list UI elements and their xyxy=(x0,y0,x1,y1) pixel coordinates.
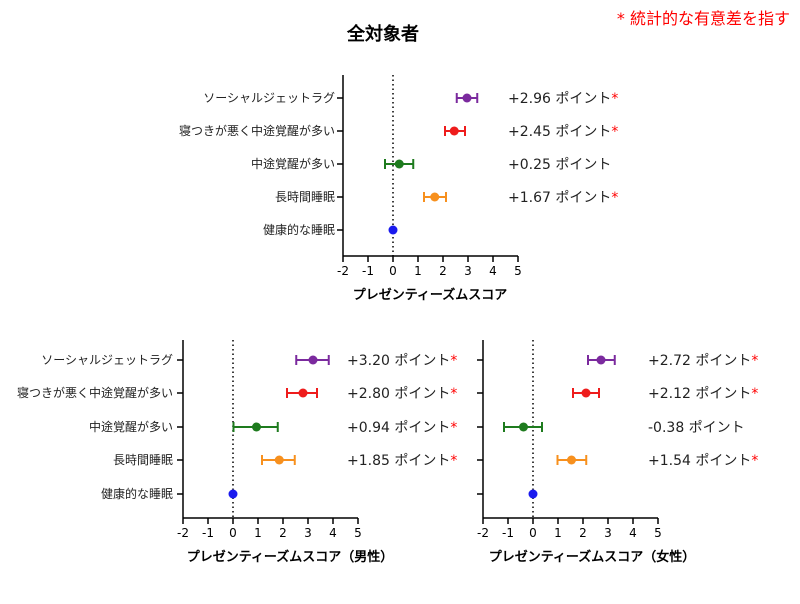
significance-asterisk: * xyxy=(751,353,758,369)
value-text: +0.94 ポイント xyxy=(347,420,450,436)
point-estimate xyxy=(228,489,238,499)
x-tick-label: 5 xyxy=(354,526,362,540)
x-tick-label: -1 xyxy=(362,264,374,278)
value-text: +1.67 ポイント xyxy=(508,190,611,206)
value-label: -0.38 ポイント xyxy=(648,420,745,436)
value-label: +1.67 ポイント* xyxy=(508,190,618,206)
value-label: +2.72 ポイント* xyxy=(648,353,758,369)
x-tick-label: -2 xyxy=(177,526,189,540)
point-estimate xyxy=(528,489,538,499)
category-label: ソーシャルジェットラグ xyxy=(41,353,173,367)
significance-asterisk: * xyxy=(450,353,457,369)
x-tick-label: 5 xyxy=(654,526,662,540)
chart-title: 全対象者 xyxy=(346,23,419,45)
significance-asterisk: * xyxy=(450,386,457,402)
x-tick-label: 0 xyxy=(529,526,537,540)
value-label: +2.96 ポイント* xyxy=(508,91,618,107)
significance-asterisk: * xyxy=(751,453,758,469)
point-estimate xyxy=(252,422,261,432)
value-text: +2.96 ポイント xyxy=(508,91,611,107)
value-label: +0.94 ポイント* xyxy=(347,420,457,436)
category-label: 中途覚醒が多い xyxy=(89,419,173,434)
x-tick-label: 0 xyxy=(389,264,397,278)
x-tick-label: 2 xyxy=(579,526,587,540)
point-estimate xyxy=(581,388,591,398)
forest-chart-2: -2 -1 0 1 2 3 4 5 プレゼンティーズムスコア（男性） ソーシャルジェットラグ +3.… xyxy=(17,340,457,565)
point-estimate xyxy=(298,388,308,398)
value-text: +3.20 ポイント xyxy=(347,353,450,369)
significance-asterisk: * xyxy=(450,453,457,469)
x-tick-label: 0 xyxy=(229,526,237,540)
x-tick-label: -1 xyxy=(202,526,214,540)
category-label: 健康的な睡眠 xyxy=(263,222,335,237)
value-label: +2.12 ポイント* xyxy=(648,386,758,402)
x-tick-label: 4 xyxy=(489,264,497,278)
x-tick-label: 1 xyxy=(554,526,562,540)
x-tick-label: 1 xyxy=(414,264,422,278)
value-text: +2.72 ポイント xyxy=(648,353,751,369)
x-tick-label: -1 xyxy=(502,526,514,540)
significance-asterisk: * xyxy=(611,190,618,206)
value-label: +1.54 ポイント* xyxy=(648,453,758,469)
significance-asterisk: * xyxy=(611,91,618,107)
value-label: +2.80 ポイント* xyxy=(347,386,457,402)
value-text: +0.25 ポイント xyxy=(508,157,611,173)
x-tick-label: 4 xyxy=(329,526,337,540)
value-text: +1.54 ポイント xyxy=(648,453,751,469)
point-estimate xyxy=(308,355,318,365)
x-tick-label: 1 xyxy=(254,526,262,540)
point-estimate xyxy=(449,126,459,136)
significance-legend-note: * 統計的な有意差を指す xyxy=(617,9,790,28)
point-estimate xyxy=(596,355,606,365)
value-text: +1.85 ポイント xyxy=(347,453,450,469)
x-tick-label: 2 xyxy=(279,526,287,540)
category-label: 寝つきが悪く中途覚醒が多い xyxy=(17,385,173,400)
value-text: -0.38 ポイント xyxy=(648,420,745,436)
x-tick-label: 3 xyxy=(464,264,472,278)
value-text: +2.12 ポイント xyxy=(648,386,751,402)
x-tick-label: 5 xyxy=(514,264,522,278)
category-label: 健康的な睡眠 xyxy=(101,486,173,501)
point-estimate xyxy=(394,159,404,169)
x-tick-label: 3 xyxy=(304,526,312,540)
x-tick-label: 4 xyxy=(629,526,637,540)
x-tick-label: -2 xyxy=(477,526,489,540)
x-tick-label: -2 xyxy=(337,264,349,278)
forest-chart-1: 全対象者 -2 -1 0 1 2 3 4 5 プレゼンティーズムスコア ソーシャルジェットラグ +2.… xyxy=(179,23,618,303)
x-axis-label: プレゼンティーズムスコア（女性） xyxy=(489,549,696,565)
category-label: 寝つきが悪く中途覚醒が多い xyxy=(179,123,335,138)
x-tick-label: 3 xyxy=(604,526,612,540)
value-label: +0.25 ポイント xyxy=(508,157,611,173)
category-label: 長時間睡眠 xyxy=(113,453,173,467)
category-label: ソーシャルジェットラグ xyxy=(203,91,335,105)
point-estimate xyxy=(430,192,440,202)
category-label: 中途覚醒が多い xyxy=(251,156,335,171)
value-text: +2.80 ポイント xyxy=(347,386,450,402)
value-label: +2.45 ポイント* xyxy=(508,124,618,140)
significance-asterisk: * xyxy=(611,124,618,140)
point-estimate xyxy=(567,455,576,465)
significance-asterisk: * xyxy=(450,420,457,436)
point-estimate xyxy=(274,455,284,465)
x-tick-label: 2 xyxy=(439,264,447,278)
value-label: +1.85 ポイント* xyxy=(347,453,457,469)
point-estimate xyxy=(519,422,528,432)
x-axis-label: プレゼンティーズムスコア（男性） xyxy=(187,549,394,565)
significance-asterisk: * xyxy=(751,386,758,402)
point-estimate xyxy=(462,93,472,103)
category-label: 長時間睡眠 xyxy=(275,190,335,204)
value-label: +3.20 ポイント* xyxy=(347,353,457,369)
point-estimate xyxy=(388,225,398,235)
value-text: +2.45 ポイント xyxy=(508,124,611,140)
x-axis-label: プレゼンティーズムスコア xyxy=(353,287,508,303)
